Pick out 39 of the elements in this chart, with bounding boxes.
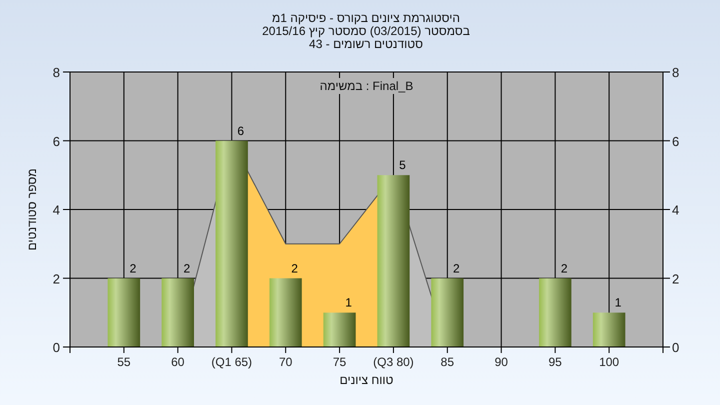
x-tick-label: 90 [494,355,508,369]
chart-subtitle: בסמסטר (03/2015) סמסטר קיץ 2015/16 סטודנטים רשומים - 43 [262,24,470,51]
y2-tick-label: 8 [672,65,680,80]
bar [323,312,356,347]
x-tick-label: 100 [599,355,620,369]
data-label: 1 [345,296,352,310]
data-label: 2 [560,261,568,276]
data-label: 6 [237,124,244,138]
y-tick-label: 8 [52,65,60,80]
x-tick-label: 70 [278,355,293,369]
x-tick-label: (Q3 80) [373,355,414,369]
data-label: 2 [130,261,137,276]
bar [108,278,140,347]
y-axis-title: מספר סטודנטים [25,168,39,251]
y-tick-label: 4 [52,202,60,218]
x-tick-label: 95 [548,355,562,369]
y2-tick-label: 2 [672,271,680,286]
x-tick-label: 60 [171,355,185,369]
y-tick-label: 2 [52,271,60,286]
data-label: 2 [183,261,190,276]
data-label: 2 [453,261,460,276]
bar [539,278,572,347]
chart-title: היסטוגרמת ציונים בקורס - פיסיקה 1מ [272,11,460,25]
x-tick-label: 85 [440,355,454,369]
x-tick-label: (Q1 65) [211,355,252,369]
bar [592,312,626,347]
x-tick-label: 75 [332,355,347,369]
y-tick-label: 0 [52,340,60,355]
y2-tick-label: 6 [672,134,680,149]
data-label: 2 [291,261,298,276]
data-label: 1 [614,296,622,310]
y2-tick-label: 4 [672,202,680,218]
bar [269,278,302,347]
y-tick-label: 6 [52,134,60,149]
data-label: 5 [399,158,406,172]
x-axis-title: טווח ציונים [340,373,394,387]
y2-tick-label: 0 [672,340,680,355]
x-tick-label: 55 [117,355,131,369]
annotation: במשימה : Final_B [320,79,414,93]
